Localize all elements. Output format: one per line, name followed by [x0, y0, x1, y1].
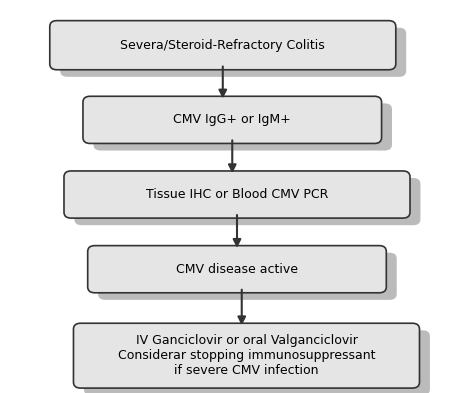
Text: Tissue IHC or Blood CMV PCR: Tissue IHC or Blood CMV PCR [146, 188, 328, 201]
FancyBboxPatch shape [60, 28, 406, 77]
FancyBboxPatch shape [83, 96, 382, 143]
Text: Severa/Steroid-Refractory Colitis: Severa/Steroid-Refractory Colitis [120, 39, 325, 52]
Text: CMV disease active: CMV disease active [176, 263, 298, 276]
FancyBboxPatch shape [74, 178, 420, 225]
FancyBboxPatch shape [88, 246, 386, 293]
FancyBboxPatch shape [64, 171, 410, 218]
FancyBboxPatch shape [50, 20, 396, 70]
FancyBboxPatch shape [73, 323, 419, 388]
FancyBboxPatch shape [84, 330, 430, 393]
FancyBboxPatch shape [98, 253, 397, 300]
FancyBboxPatch shape [93, 103, 392, 151]
Text: CMV IgG+ or IgM+: CMV IgG+ or IgM+ [173, 113, 291, 127]
Text: IV Ganciclovir or oral Valganciclovir
Considerar stopping immunosuppressant
if s: IV Ganciclovir or oral Valganciclovir Co… [118, 334, 375, 377]
